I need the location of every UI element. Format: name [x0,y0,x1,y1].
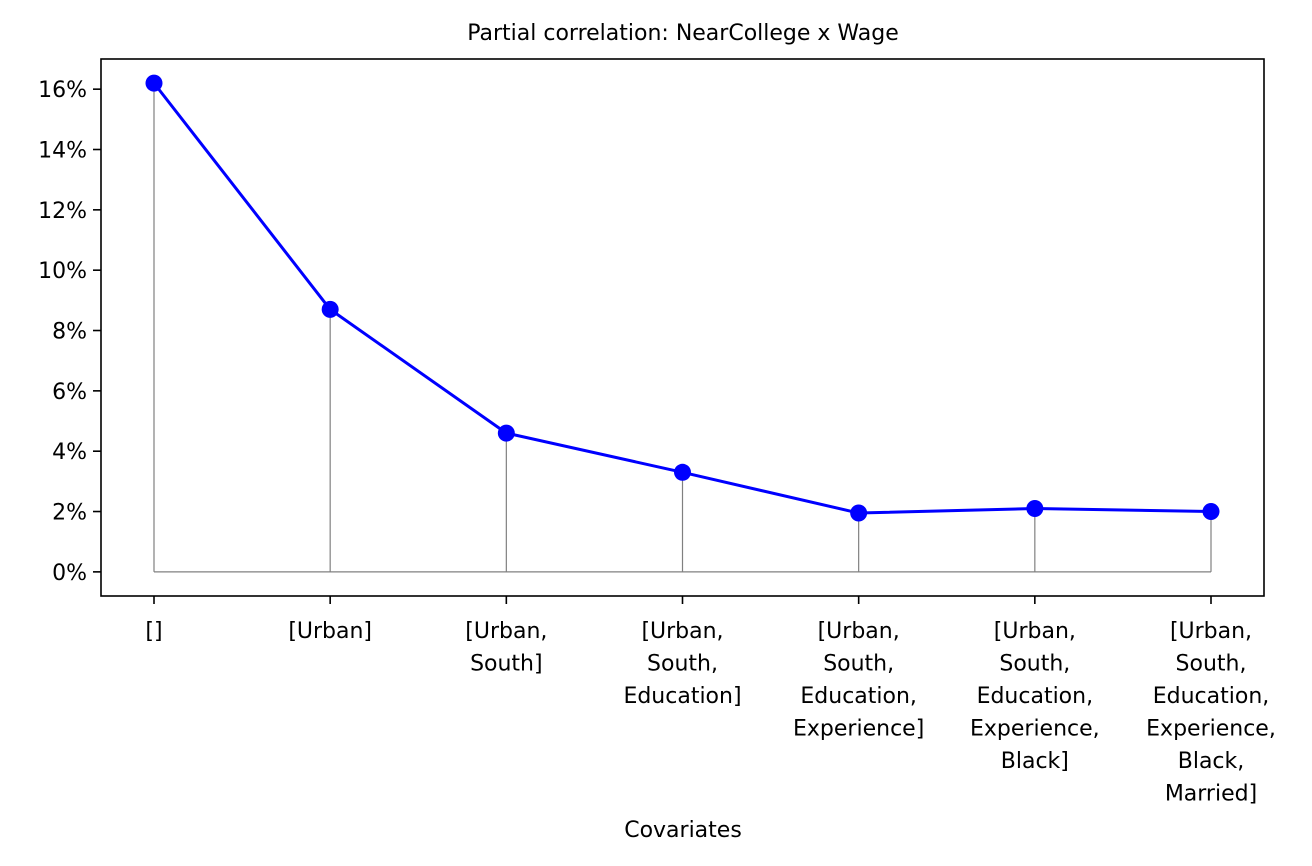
x-tick-label-line: [Urban, [994,619,1076,644]
line-layer [152,82,1212,515]
y-tick-label: 8% [52,320,87,345]
x-tick-label: [Urban, South, Education] [623,619,741,709]
x-tick-label-line: South, [999,652,1070,677]
x-tick-label-line: [Urban, [641,619,723,644]
points-layer [145,74,1220,522]
x-tick-label-line: South, [647,652,718,677]
data-point [321,300,339,318]
stems-layer [153,83,1212,573]
data-point [674,463,691,481]
x-tick-label-line: South, [823,652,894,677]
data-point [1202,503,1220,521]
data-point [850,504,868,522]
y-tick-label: 16% [38,78,87,103]
x-tick-label-line: Married] [1165,782,1257,807]
x-axis-title: Covariates [624,818,742,843]
x-tick-label-line: Education] [623,684,741,709]
x-tick-label: [Urban, South, Education, Experience, Black,… [1146,619,1276,807]
y-tick-label: 4% [52,440,87,465]
y-tick-label: 2% [52,501,87,526]
x-tick-label-line: [Urban, [465,619,547,644]
x-tick-label-line: Education, [1153,684,1270,709]
x-tick-label-line: Education, [977,684,1094,709]
data-point [145,74,163,92]
x-tick-label-line: Education, [800,684,917,709]
x-tick-label-line: Experience, [970,717,1100,742]
x-tick-label-line: Experience, [1146,717,1276,742]
series-line [152,82,1212,515]
x-tick-label-line: Black, [1178,749,1245,774]
data-point [1026,500,1044,518]
y-tick-label: 12% [38,199,87,224]
x-tick-label-line: Black] [1001,749,1069,774]
x-tick-label-line: [Urban] [288,619,372,644]
x-tick-label: [Urban] [288,619,372,644]
x-tick-label-line: South, [1176,652,1247,677]
x-tick-label-line: South] [470,652,543,677]
x-tick-label-line: [Urban, [1170,619,1252,644]
y-tick-label: 6% [52,380,87,405]
x-tick-label-line: [Urban, [818,619,900,644]
x-tick-label: [] [145,619,162,644]
y-tick-label: 10% [38,259,87,284]
x-tick-label-line: Experience] [793,717,924,742]
y-tick-label: 14% [38,139,87,164]
x-tick-label-line: [] [145,619,162,644]
data-point [497,424,515,442]
x-axis: [] [Urban] [Urban, South] [Urban, South, Educa… [145,596,1276,807]
x-tick-label: [Urban, South, Education, Experience, Black] [970,619,1100,774]
chart-title: Partial correlation: NearCollege x Wage [467,21,899,46]
y-tick-label: 0% [52,561,87,586]
y-axis: 0% 2% 4% 6% 8% 10% 12% 14% 16% [38,78,101,586]
x-tick-label: [Urban, South, Education, Experience] [793,619,924,742]
x-tick-label: [Urban, South] [465,619,547,677]
